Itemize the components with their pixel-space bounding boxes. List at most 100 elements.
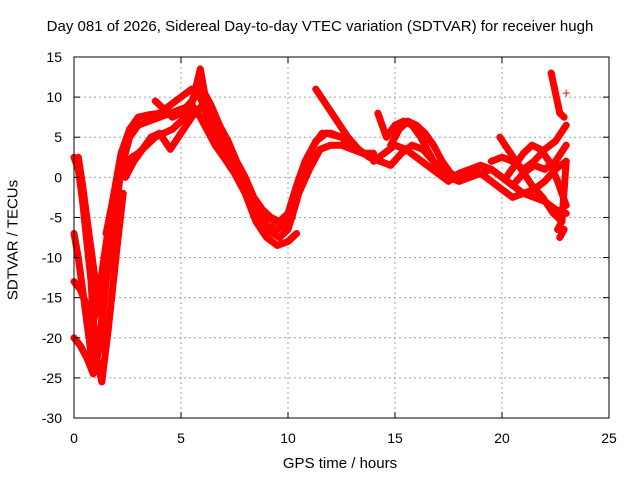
data-point <box>198 85 206 93</box>
data-point <box>76 342 84 350</box>
series-track-e <box>74 153 108 326</box>
data-point <box>273 242 281 250</box>
data-point <box>98 378 106 386</box>
data-point <box>502 173 510 181</box>
y-tick-label: -20 <box>42 330 62 346</box>
y-tick-label: -5 <box>50 209 63 225</box>
data-point <box>134 113 142 121</box>
data-point <box>498 153 506 161</box>
data-point <box>552 89 559 97</box>
data-point <box>380 149 388 157</box>
data-point <box>560 225 568 233</box>
data-point <box>528 181 536 189</box>
data-point <box>220 145 228 153</box>
series-layer <box>70 65 570 386</box>
data-point <box>507 149 515 157</box>
data-point <box>188 113 196 121</box>
x-tick-label: 20 <box>494 430 510 446</box>
y-tick-label: -15 <box>42 290 62 306</box>
x-tick-label: 5 <box>177 430 185 446</box>
data-point <box>211 141 219 149</box>
data-point <box>233 157 241 165</box>
data-point <box>487 177 495 185</box>
data-point <box>284 217 292 225</box>
x-tick-label: 15 <box>387 430 403 446</box>
data-point <box>168 113 176 121</box>
data-point <box>263 234 271 241</box>
data-point <box>177 93 185 101</box>
data-point <box>83 318 91 326</box>
series-track-d <box>70 229 108 374</box>
data-point <box>196 65 204 73</box>
x-tick-label: 0 <box>70 430 78 446</box>
data-point <box>119 189 127 197</box>
data-point <box>554 225 562 233</box>
data-point <box>545 157 553 165</box>
data-point <box>102 229 110 237</box>
data-point <box>203 125 211 133</box>
data-point <box>252 217 260 225</box>
data-point <box>104 326 112 334</box>
data-point <box>126 125 134 133</box>
data-point <box>318 129 326 137</box>
data-point <box>539 193 547 201</box>
series-line <box>487 121 570 173</box>
series-track-r <box>556 225 568 241</box>
data-point <box>562 157 570 165</box>
data-point <box>511 161 519 169</box>
tick-layer: 0 5 10 15 20 25 -30 -25 -20 -15 -10 -5 0 5 10 15 <box>42 49 617 446</box>
data-point <box>177 129 185 137</box>
data-point <box>355 145 363 153</box>
series-line <box>556 226 568 241</box>
data-point <box>96 306 104 314</box>
data-point <box>562 121 570 129</box>
y-axis-label: SDTVAR / TECUs <box>4 179 22 301</box>
data-point <box>528 141 536 149</box>
data-point <box>177 109 185 117</box>
data-point <box>404 117 412 125</box>
data-point <box>395 125 403 133</box>
data-point <box>365 153 373 161</box>
data-point <box>316 145 324 153</box>
series-line <box>151 85 378 225</box>
data-point <box>556 109 564 117</box>
data-point <box>87 246 95 254</box>
y-tick-label: -30 <box>42 410 62 426</box>
data-point <box>519 149 527 157</box>
series-track-p <box>547 69 568 121</box>
data-point <box>509 193 517 201</box>
data-point <box>100 294 108 302</box>
series-track-q <box>554 157 570 233</box>
x-tick-label: 25 <box>601 430 617 446</box>
series-line <box>70 230 108 374</box>
data-point <box>138 145 146 153</box>
y-tick-label: 0 <box>54 169 62 185</box>
data-point <box>558 217 566 225</box>
data-point <box>275 234 283 241</box>
data-point <box>310 141 318 149</box>
data-point <box>530 157 538 165</box>
data-point <box>344 133 352 141</box>
data-point <box>115 173 123 181</box>
data-point <box>284 238 292 246</box>
data-point <box>408 141 416 149</box>
data-point <box>156 129 164 137</box>
x-axis-label: GPS time / hours <box>282 455 398 472</box>
data-point <box>263 221 271 229</box>
data-point <box>121 173 129 181</box>
data-point <box>487 157 495 165</box>
data-point <box>275 217 283 225</box>
series-track-n <box>487 121 570 173</box>
data-point <box>556 234 564 241</box>
data-point <box>412 153 420 161</box>
x-tick-label: 10 <box>280 430 296 446</box>
data-point <box>562 89 570 97</box>
data-point <box>425 149 433 157</box>
data-point <box>168 125 176 133</box>
data-point <box>121 161 129 169</box>
data-point <box>382 133 390 141</box>
data-point <box>284 209 292 217</box>
data-point <box>113 246 121 254</box>
data-point <box>412 121 420 129</box>
data-point <box>338 141 345 149</box>
